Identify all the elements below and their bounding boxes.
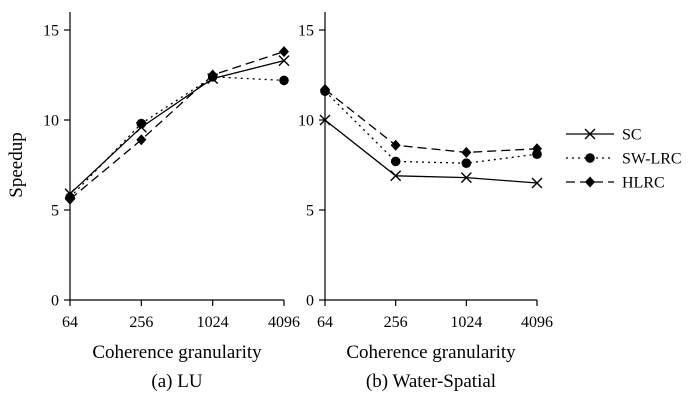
y-axis-title: Speedup <box>6 132 27 197</box>
data-point-hlrc <box>320 83 330 95</box>
data-point-hlrc <box>136 134 147 146</box>
legend-entry-sw-lrc: SW-LRC <box>566 151 682 168</box>
chart-panel-2: 0 5 10 15 64 256 1024 4096 Coherence granularity… <box>298 12 553 392</box>
chart-panels: 0 5 10 15 64 256 1024 4096 Coherence granularity… <box>43 12 553 392</box>
series-line-hlrc <box>69 50 285 200</box>
y-tick-label: 10 <box>298 113 314 130</box>
data-point-sc <box>319 114 331 126</box>
data-point-sc <box>390 170 402 182</box>
x-tick-label: 256 <box>129 314 153 331</box>
data-point-sc <box>460 172 472 184</box>
y-tick-label: 15 <box>43 23 59 40</box>
legend-label: SW-LRC <box>622 151 682 168</box>
data-point-hlrc <box>532 143 542 155</box>
series-line-sw-lrc <box>69 76 285 198</box>
data-point-sw-lrc <box>390 156 401 167</box>
data-point-sw-lrc <box>279 75 289 86</box>
series-line-sw-lrc <box>324 90 538 164</box>
legend: SC SW-LRC HLRC <box>566 127 682 192</box>
legend-marker <box>585 153 595 163</box>
x-tick-label: 64 <box>62 314 78 331</box>
chart-panel-1: 0 5 10 15 64 256 1024 4096 Coherence granularity… <box>43 12 300 392</box>
y-tick-label: 5 <box>306 203 314 220</box>
x-axis-title: Coherence granularity <box>92 342 262 363</box>
x-tick-label: 4096 <box>521 314 553 331</box>
legend-label: HLRC <box>622 175 665 192</box>
legend-entry-hlrc: HLRC <box>566 175 665 192</box>
panel-caption: (b) Water-Spatial <box>366 371 496 392</box>
x-tick-label: 4096 <box>268 314 300 331</box>
data-point-sc <box>278 55 290 67</box>
x-tick-label: 1024 <box>197 314 229 331</box>
data-point-hlrc <box>461 146 472 158</box>
data-point-sc <box>531 177 543 189</box>
x-axis-title: Coherence granularity <box>346 342 516 363</box>
y-tick-label: 0 <box>306 293 314 310</box>
data-point-hlrc <box>279 46 289 58</box>
legend-marker <box>584 128 596 140</box>
data-point-sw-lrc <box>461 158 472 168</box>
legend-label: SC <box>622 127 642 144</box>
y-tick-label: 10 <box>43 113 59 130</box>
data-point-hlrc <box>65 193 75 205</box>
y-tick-label: 15 <box>298 23 314 40</box>
data-point-hlrc <box>390 139 401 151</box>
x-tick-label: 1024 <box>450 314 482 331</box>
data-point-sw-lrc <box>136 118 147 129</box>
data-point-hlrc <box>207 69 218 81</box>
y-tick-label: 0 <box>51 293 59 310</box>
legend-marker <box>585 176 595 188</box>
panel-caption: (a) LU <box>151 371 202 392</box>
series-line-sc <box>69 59 285 195</box>
series-line-hlrc <box>324 88 538 154</box>
x-tick-label: 256 <box>384 314 408 331</box>
y-tick-label: 5 <box>51 203 59 220</box>
x-tick-label: 64 <box>317 314 333 331</box>
legend-entry-sc: SC <box>566 127 642 144</box>
series-line-sc <box>324 119 538 184</box>
